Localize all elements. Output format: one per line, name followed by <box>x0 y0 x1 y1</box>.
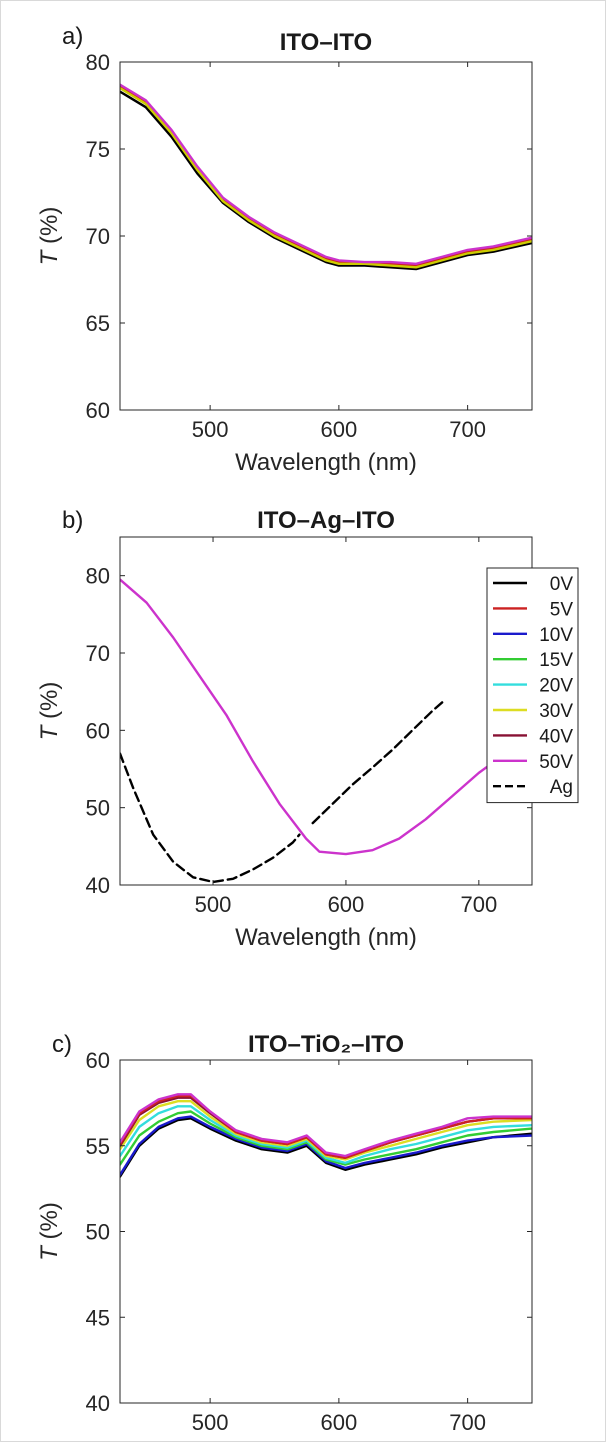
y-axis-label-unit: (%) <box>36 207 63 251</box>
y-axis-label-unit: (%) <box>36 682 63 726</box>
chart-panel-1: 500 600 700 60 65 70 75 80 Wavelength (nm) T (%) a… <box>36 23 533 476</box>
y-tick-label: 80 <box>86 564 110 589</box>
series-line-8 <box>120 1093 532 1158</box>
chart-title: ITO–ITO <box>280 29 372 56</box>
series-line-1 <box>120 1117 532 1178</box>
x-tick-label: 700 <box>449 1410 486 1435</box>
series-line-4 <box>120 1105 532 1165</box>
y-axis-label-symbol: T <box>36 1244 63 1261</box>
series-line-3 <box>120 86 532 269</box>
y-tick-label: 70 <box>86 641 110 666</box>
x-tick-label: 500 <box>192 1410 229 1435</box>
legend-label: 5V <box>550 599 574 620</box>
legend-label: 10V <box>539 625 573 646</box>
series-line-5 <box>120 1099 532 1161</box>
legend-label: 40V <box>539 726 573 747</box>
plot-area <box>120 1060 532 1403</box>
y-tick-label: 60 <box>86 1048 110 1073</box>
series-line-2 <box>120 1115 532 1177</box>
x-tick-label: 600 <box>321 417 358 442</box>
y-tick-label: 45 <box>86 1305 110 1330</box>
y-tick-label: 80 <box>86 50 110 75</box>
y-tick-label: 60 <box>86 398 110 423</box>
series-line-1 <box>120 90 532 271</box>
plot-area <box>120 537 532 885</box>
y-tick-label: 50 <box>86 1220 110 1245</box>
y-axis-label-symbol: T <box>36 723 63 740</box>
x-tick-label: 700 <box>460 892 497 917</box>
panel-letter: c) <box>52 1031 72 1058</box>
plot-area <box>120 62 532 410</box>
legend-label: 20V <box>539 676 573 697</box>
y-tick-label: 40 <box>86 873 110 898</box>
y-axis-label: T (%) <box>36 1202 63 1261</box>
y-axis-label-symbol: T <box>36 248 63 265</box>
panel-letter: a) <box>62 23 83 50</box>
x-axis-label: Wavelength (nm) <box>235 449 417 476</box>
y-tick-label: 75 <box>86 137 110 162</box>
x-tick-label: 600 <box>321 1410 358 1435</box>
y-axis-label-unit: (%) <box>36 1202 63 1246</box>
legend-label: 30V <box>539 701 573 722</box>
legend-label: Ag <box>550 777 573 798</box>
y-tick-label: 55 <box>86 1134 110 1159</box>
x-tick-label: 500 <box>195 892 232 917</box>
legend-label: 50V <box>539 752 573 773</box>
y-axis-label: T (%) <box>36 682 63 741</box>
series-group <box>120 83 532 271</box>
y-tick-label: 65 <box>86 311 110 336</box>
y-tick-label: 70 <box>86 224 110 249</box>
panel-letter: b) <box>62 507 83 534</box>
legend: 0V 5V 10V 15V 20V 30V 40V 50V Ag <box>486 567 579 804</box>
x-tick-label: 700 <box>449 417 486 442</box>
y-tick-label: 60 <box>86 718 110 743</box>
series-line-3 <box>120 1110 532 1166</box>
chart-title: ITO–TiO₂–ITO <box>248 1031 404 1058</box>
chart-panel-3: 5006007004045505560Wavelength (nm)T (%)c… <box>36 1031 533 1443</box>
x-tick-label: 500 <box>192 417 229 442</box>
x-tick-label: 600 <box>328 892 365 917</box>
y-axis-label: T (%) <box>36 207 63 266</box>
series-line-7 <box>120 1094 532 1160</box>
series-line-3 <box>311 698 447 825</box>
chart-panel-2: 500 600 700 40 50 60 70 80 Wavelength (nm) T (%) b… <box>36 507 579 951</box>
x-axis-label: Wavelength (nm) <box>235 924 417 951</box>
series-line-4 <box>120 83 532 265</box>
series-line-1 <box>120 578 532 856</box>
y-tick-label: 50 <box>86 796 110 821</box>
y-tick-label: 40 <box>86 1391 110 1416</box>
series-group <box>120 1093 532 1178</box>
legend-label: 0V <box>550 574 574 595</box>
chart-title: ITO–Ag–ITO <box>257 507 395 534</box>
legend-label: 15V <box>539 650 573 671</box>
